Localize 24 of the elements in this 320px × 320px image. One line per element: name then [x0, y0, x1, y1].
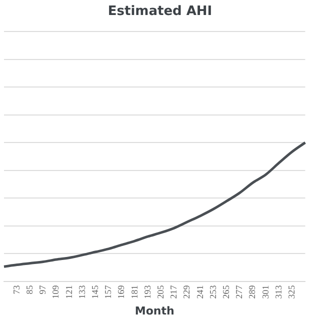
x-tick-label: 109 — [50, 284, 61, 299]
x-tick-label: 277 — [234, 284, 244, 299]
x-tick-label: 289 — [247, 284, 258, 299]
x-tick-label: 205 — [156, 284, 166, 299]
x-tick-label: 121 — [64, 285, 74, 299]
x-axis-title: Month — [134, 304, 174, 318]
chart-title: Estimated AHI — [108, 4, 212, 20]
x-tick-label: 265 — [220, 284, 231, 299]
x-tick-label: 241 — [194, 285, 205, 299]
x-tick-label: 253 — [208, 284, 218, 299]
x-tick-label: 133 — [76, 284, 87, 299]
x-tick-label: 73 — [11, 284, 22, 294]
x-tick-label: 313 — [273, 284, 284, 299]
x-tick-label: 97 — [38, 284, 48, 294]
x-tick-label: 301 — [260, 285, 270, 299]
x-tick-label: 145 — [90, 284, 100, 299]
x-tick-label: 325 — [286, 284, 296, 299]
x-tick-label: 229 — [182, 284, 192, 299]
x-tick-label: 181 — [129, 285, 140, 299]
x-tick-label: 85 — [24, 284, 35, 294]
x-tick-label: 217 — [168, 284, 179, 299]
x-tick-label: 193 — [142, 284, 152, 299]
x-tick-label: 157 — [103, 284, 114, 299]
x-tick-label: 169 — [116, 284, 126, 299]
